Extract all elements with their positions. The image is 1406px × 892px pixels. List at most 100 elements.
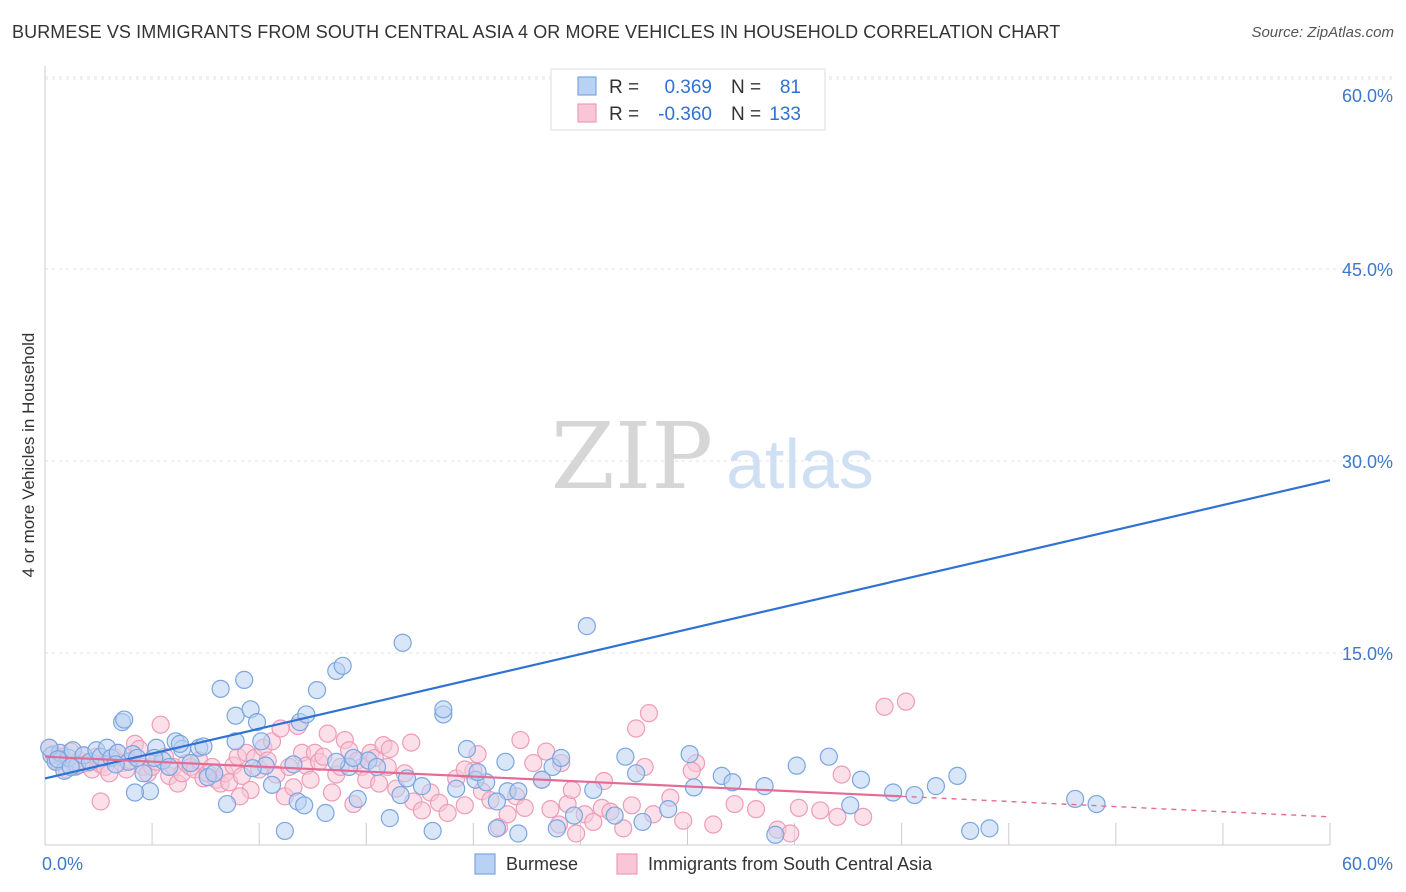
- burmese-point: [434, 700, 453, 719]
- immigrants-point: [537, 742, 556, 761]
- data-points: [40, 617, 1106, 844]
- immigrants-point: [151, 715, 170, 734]
- watermark: ZIP atlas: [551, 403, 874, 510]
- burmese-point: [134, 764, 153, 783]
- stats-legend-box: [550, 68, 826, 131]
- immigrants-point: [626, 719, 646, 738]
- immigrants-point: [584, 812, 603, 832]
- immigrants-point: [402, 733, 421, 752]
- burmese-point: [509, 824, 528, 843]
- stats-n-label-burmese: N =: [731, 77, 761, 98]
- burmese-point: [680, 745, 699, 764]
- immigrants-point: [412, 801, 432, 820]
- burmese-point: [170, 734, 190, 753]
- immigrants-point: [318, 724, 337, 743]
- burmese-point: [380, 809, 399, 828]
- immigrants-trend-line-extrapolated: [901, 795, 1331, 818]
- burmese-point: [140, 782, 160, 801]
- immigrants-point: [811, 801, 830, 820]
- immigrants-point: [832, 765, 851, 784]
- burmese-point: [723, 773, 742, 792]
- immigrants-point: [370, 774, 389, 793]
- immigrants-point: [854, 807, 873, 826]
- legend-swatch-immigrants: [616, 853, 638, 875]
- immigrants-point: [438, 803, 457, 823]
- burmese-point: [547, 819, 566, 838]
- burmese-point: [905, 785, 924, 805]
- burmese-point: [626, 764, 646, 783]
- burmese-point: [316, 803, 335, 823]
- stats-n-label-immigrants: N =: [731, 104, 761, 125]
- trend-lines: [44, 479, 1331, 818]
- bottom-legend: Burmese Immigrants from South Central As…: [474, 853, 933, 875]
- burmese-point: [552, 748, 571, 768]
- burmese-point: [851, 770, 871, 789]
- burmese-point: [633, 812, 652, 832]
- burmese-point: [616, 747, 635, 766]
- burmese-point: [235, 670, 254, 689]
- immigrants-point: [781, 824, 800, 843]
- stats-r-value-burmese: 0.369: [664, 77, 712, 98]
- gridlines: [45, 76, 1395, 654]
- burmese-point: [447, 779, 466, 798]
- burmese-point: [496, 752, 515, 771]
- immigrants-point: [896, 692, 916, 711]
- burmese-point: [226, 732, 245, 751]
- y-tick-label-1: 30.0%: [1342, 452, 1393, 472]
- burmese-point: [487, 819, 506, 838]
- burmese-point: [205, 764, 224, 783]
- burmese-point: [243, 759, 262, 778]
- watermark-atlas: atlas: [726, 425, 874, 503]
- burmese-point: [841, 796, 860, 815]
- chart-source: Source: ZipAtlas.com: [1251, 24, 1394, 41]
- burmese-point: [787, 756, 806, 775]
- burmese-point: [961, 821, 980, 841]
- burmese-point: [115, 710, 134, 729]
- burmese-point: [564, 806, 584, 825]
- immigrants-point: [682, 761, 701, 780]
- burmese-point: [1066, 789, 1085, 809]
- stats-n-value-burmese: 81: [780, 77, 801, 98]
- burmese-point: [605, 806, 624, 825]
- burmese-point: [883, 783, 903, 802]
- stats-legend-swatch-immigrants: [577, 103, 597, 123]
- y-tick-label-3: 60.0%: [1342, 86, 1393, 106]
- immigrants-point: [789, 798, 808, 817]
- burmese-point: [1087, 794, 1106, 814]
- burmese-point: [819, 747, 838, 766]
- burmese-point: [226, 706, 245, 725]
- immigrants-point: [515, 798, 534, 817]
- y-tick-label-0: 15.0%: [1342, 644, 1393, 664]
- immigrants-trend-line: [44, 755, 902, 798]
- immigrants-point: [704, 815, 723, 834]
- burmese-point: [393, 633, 412, 652]
- burmese-point: [275, 821, 294, 841]
- stats-r-label-burmese: R =: [609, 77, 639, 98]
- immigrants-point: [639, 704, 659, 723]
- burmese-point: [659, 800, 678, 819]
- immigrants-point: [541, 800, 560, 819]
- immigrants-point: [301, 770, 320, 789]
- immigrants-point: [614, 819, 633, 838]
- legend-swatch-burmese: [474, 853, 496, 875]
- immigrants-point: [455, 796, 474, 815]
- immigrants-point: [524, 753, 543, 773]
- burmese-point: [333, 656, 352, 675]
- burmese-point: [509, 782, 528, 801]
- burmese-point: [457, 739, 477, 759]
- burmese-point: [262, 775, 282, 794]
- burmese-point: [284, 755, 303, 774]
- stats-r-value-immigrants: -0.360: [658, 104, 712, 125]
- burmese-point: [755, 777, 774, 796]
- burmese-point: [487, 792, 506, 811]
- watermark-zip: ZIP: [551, 403, 713, 510]
- burmese-point: [211, 679, 230, 698]
- burmese-point: [160, 757, 179, 777]
- chart-title: BURMESE VS IMMIGRANTS FROM SOUTH CENTRAL…: [12, 22, 1061, 42]
- burmese-point: [247, 713, 267, 732]
- burmese-point: [412, 777, 432, 796]
- burmese-point: [348, 789, 367, 809]
- burmese-trend-line: [44, 479, 1331, 780]
- immigrants-point: [725, 794, 744, 814]
